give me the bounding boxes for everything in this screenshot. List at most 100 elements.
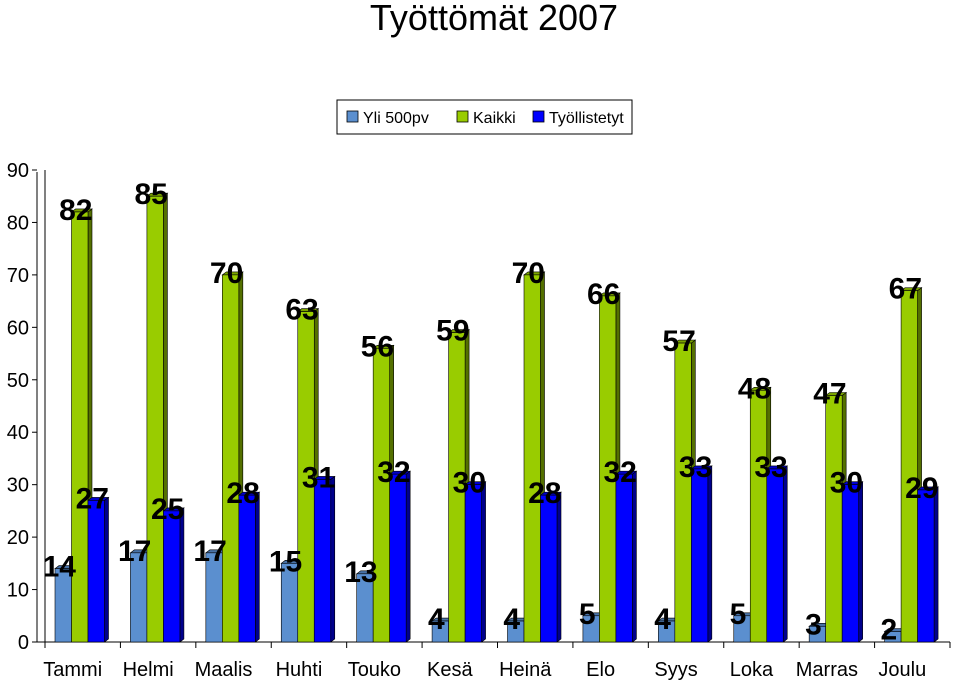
data-label: 4 — [428, 603, 445, 636]
bar — [766, 468, 784, 643]
bars — [54, 192, 939, 643]
data-label: 4 — [503, 603, 520, 636]
y-tick-label: 60 — [7, 317, 29, 339]
data-label: 28 — [226, 477, 259, 510]
y-tick-label: 50 — [7, 370, 29, 392]
bar — [599, 295, 617, 643]
data-label: 13 — [344, 556, 377, 589]
bar — [163, 510, 181, 643]
data-label: 15 — [269, 545, 302, 578]
bar-side — [556, 491, 562, 643]
data-label: 33 — [679, 451, 712, 484]
axes: 0 10 20 30 40 50 60 70 80 90 Tammi Helmi Maalis Huhti… — [7, 160, 951, 681]
data-label: 48 — [738, 372, 771, 405]
data-label: 27 — [76, 482, 109, 515]
x-tick-label: Heinä — [499, 659, 552, 681]
data-label: 82 — [59, 194, 92, 227]
data-label: 17 — [118, 535, 151, 568]
y-tick-label: 90 — [7, 160, 29, 182]
data-label: 56 — [361, 330, 394, 363]
data-label: 85 — [134, 178, 167, 211]
y-tick-label: 0 — [18, 632, 29, 654]
data-label: 14 — [43, 551, 77, 584]
data-labels: 1482271785251770281563311356324593047028… — [43, 178, 939, 646]
data-label: 57 — [662, 325, 695, 358]
data-label: 63 — [285, 294, 318, 327]
legend-swatch — [346, 110, 359, 123]
data-label: 47 — [813, 378, 846, 411]
bar — [389, 473, 407, 643]
data-label: 70 — [210, 257, 243, 290]
bar-side — [405, 470, 411, 643]
data-label: 3 — [805, 608, 822, 641]
bar — [146, 195, 164, 643]
x-tick-label: Helmi — [123, 659, 174, 681]
bar — [372, 348, 390, 643]
x-tick-label: Elo — [586, 659, 615, 681]
bar — [238, 494, 256, 643]
legend-box — [336, 99, 633, 135]
bar-side — [782, 465, 788, 643]
data-label: 30 — [453, 467, 486, 500]
legend-label: Kaikki — [473, 110, 516, 127]
legend-swatch — [532, 110, 545, 123]
data-label: 29 — [905, 472, 938, 505]
data-label: 4 — [654, 603, 671, 636]
bar-side — [104, 496, 109, 643]
legend-swatch — [456, 110, 469, 123]
x-tick-label: Marras — [796, 659, 858, 681]
bar — [917, 489, 935, 643]
bar — [540, 494, 558, 643]
data-label: 31 — [302, 461, 335, 494]
bar — [615, 473, 633, 643]
x-tick-label: Huhti — [276, 659, 323, 681]
data-label: 17 — [193, 535, 226, 568]
chart-title: Työttömät 2007 — [370, 0, 618, 38]
y-tick-label: 70 — [7, 265, 29, 287]
bar-side — [481, 481, 486, 643]
legend: Yli 500pv Kaikki Työllistetyt — [336, 99, 633, 135]
x-tick-label: Syys — [654, 659, 697, 681]
data-label: 59 — [436, 315, 469, 348]
y-tick-label: 40 — [7, 422, 29, 444]
x-tick-label: Maalis — [195, 659, 253, 681]
bar-side — [255, 491, 260, 643]
bar — [87, 500, 105, 643]
legend-label: Yli 500pv — [363, 110, 429, 127]
data-label: 25 — [151, 493, 184, 526]
bar — [674, 342, 692, 643]
bar-side — [330, 475, 336, 643]
data-label: 28 — [528, 477, 561, 510]
data-label: 30 — [830, 467, 863, 500]
data-label: 70 — [512, 257, 545, 290]
data-label: 67 — [889, 273, 922, 306]
bar — [825, 395, 843, 643]
y-tick-label: 10 — [7, 580, 29, 602]
bar — [297, 311, 315, 643]
data-label: 5 — [579, 598, 596, 631]
y-tick-label: 30 — [7, 475, 29, 497]
x-tick-label: Loka — [730, 659, 774, 681]
bar — [222, 274, 240, 643]
data-label: 33 — [754, 451, 787, 484]
y-tick-label: 80 — [7, 212, 29, 234]
bar — [841, 484, 859, 643]
bar-side — [632, 470, 637, 643]
bar-side — [707, 465, 713, 643]
bar — [749, 389, 768, 643]
y-tick-label: 20 — [7, 527, 29, 549]
x-tick-label: Tammi — [43, 659, 102, 681]
bar — [900, 290, 918, 643]
x-tick-label: Joulu — [878, 659, 926, 681]
bar — [313, 479, 332, 643]
bar — [523, 274, 541, 643]
x-tick-label: Kesä — [427, 659, 473, 681]
bar-side — [179, 507, 185, 643]
x-tick-label: Touko — [348, 659, 401, 681]
bar-side — [858, 481, 863, 643]
data-label: 66 — [587, 278, 620, 311]
data-label: 32 — [603, 456, 636, 489]
legend-label: Työllistetyt — [549, 110, 624, 127]
bar — [464, 484, 482, 643]
